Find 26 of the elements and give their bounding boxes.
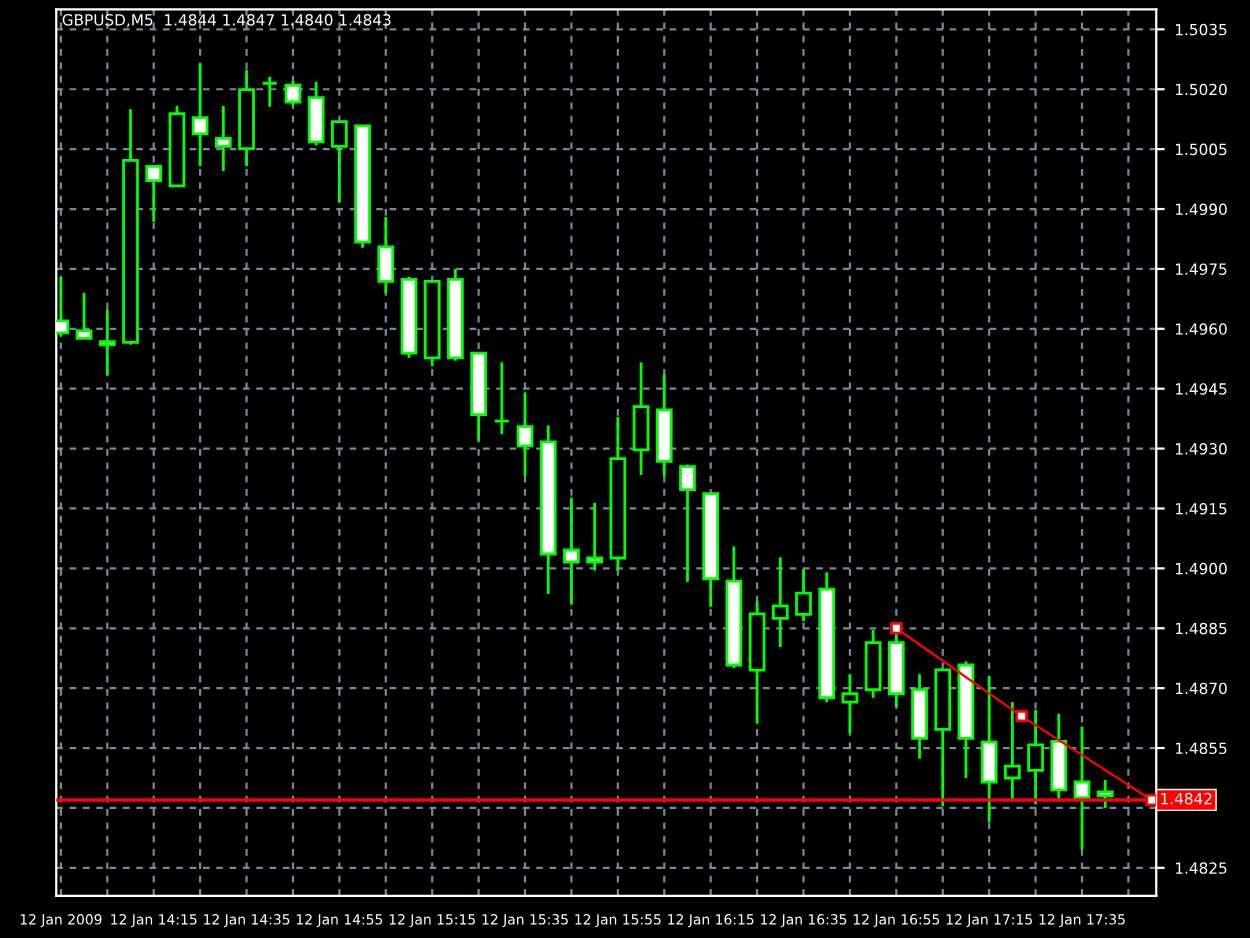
candlestick (563, 496, 580, 607)
candlestick (679, 463, 696, 584)
candlestick (214, 104, 232, 173)
point (1015, 709, 1028, 723)
candlestick (516, 390, 534, 478)
candlestick (795, 567, 812, 623)
candlestick (493, 360, 511, 436)
point (1145, 793, 1157, 807)
candlestick (841, 672, 859, 735)
candlestick (261, 75, 279, 109)
candlestick (98, 307, 116, 377)
point (890, 622, 903, 635)
candlestick (980, 674, 998, 824)
candlestick (191, 62, 209, 168)
candlestick (75, 291, 93, 340)
candlestick (377, 215, 395, 295)
candlestick (145, 163, 163, 224)
candlestick (331, 119, 348, 205)
candlestick (586, 501, 603, 572)
candlestick (1096, 778, 1114, 810)
candlestick (307, 80, 325, 147)
candlestick (632, 360, 650, 477)
candlestick (284, 79, 302, 107)
candlestick (1073, 725, 1091, 851)
candlestick (864, 628, 882, 700)
candlestick (771, 555, 789, 649)
